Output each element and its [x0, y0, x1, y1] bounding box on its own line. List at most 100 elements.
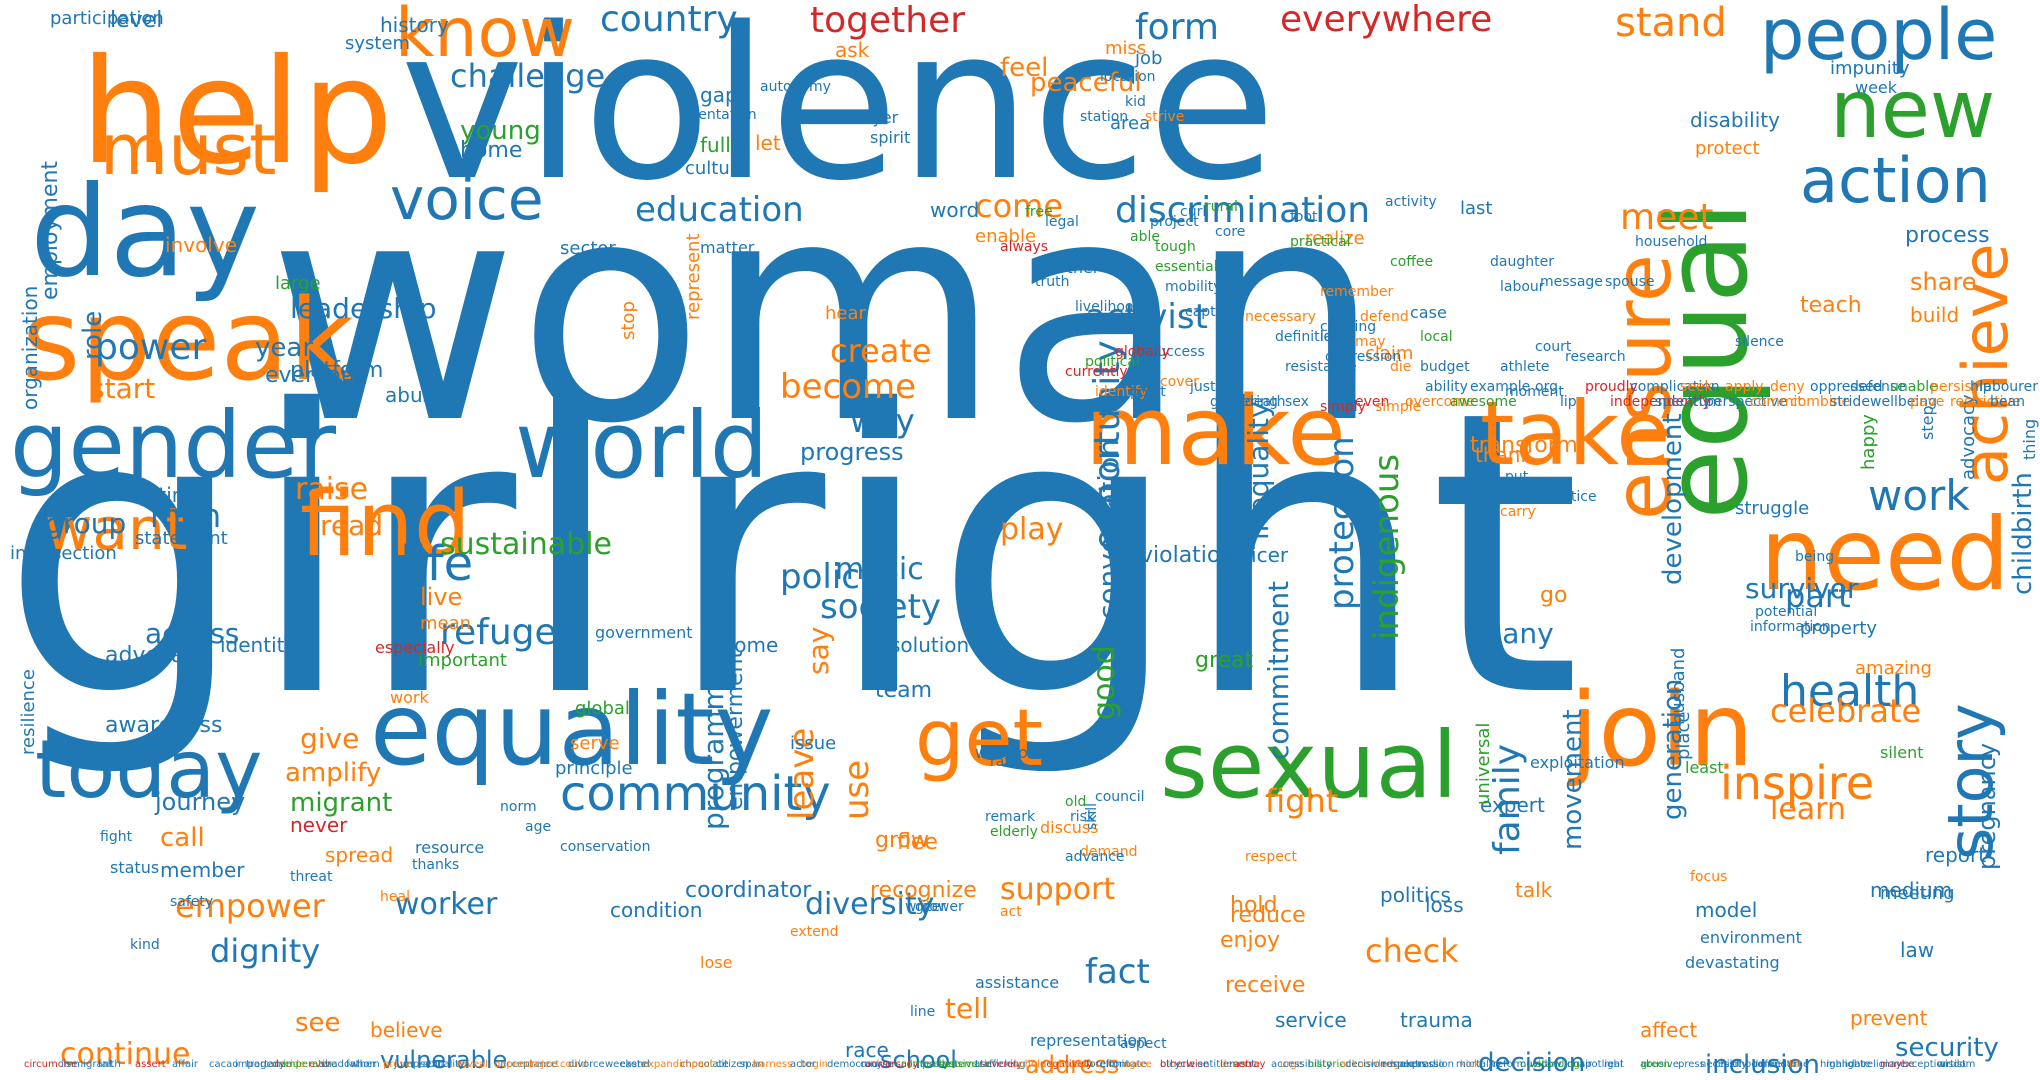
word-free: free — [1025, 204, 1053, 220]
word-citizen: citizen — [716, 1059, 749, 1070]
word-chair: chair — [1567, 1059, 1592, 1070]
word-line: line — [910, 1004, 936, 1020]
word-act: act — [1000, 904, 1022, 920]
word-movement: movement — [1558, 709, 1588, 850]
word-go: go — [1540, 583, 1568, 608]
word-employment: employment — [38, 160, 63, 300]
word-radio: radio — [1419, 1059, 1445, 1070]
word-extend: extend — [790, 924, 839, 940]
word-comprehensive: comprehensive — [901, 1059, 978, 1070]
word-activist: activist — [1085, 297, 1208, 337]
word-inequality: inequality — [1242, 401, 1275, 540]
word-uphold: uphold — [1012, 1059, 1047, 1070]
word-always: always — [1000, 239, 1049, 255]
word-milestone: milestone — [1760, 1059, 1810, 1070]
word-politics: politics — [1380, 883, 1451, 907]
word-partner: partner — [1040, 258, 1100, 277]
word-let: let — [755, 131, 781, 155]
word-green: green — [1641, 1059, 1670, 1070]
word-diversity: diversity — [805, 887, 935, 922]
word-even: even — [1355, 394, 1390, 410]
word-loss: loss — [1425, 893, 1464, 917]
word-span: span — [740, 1059, 765, 1070]
word-today: today — [35, 723, 263, 816]
word-country: country — [600, 0, 738, 40]
word-actor: actor — [790, 1059, 816, 1070]
word-decision: decision — [1478, 1048, 1586, 1078]
word-participation: participation — [50, 8, 164, 29]
word-system: system — [345, 33, 411, 54]
word-project: project — [1150, 214, 1199, 230]
word-aspect: aspect — [1120, 1036, 1167, 1052]
word-exploitation: exploitation — [1530, 753, 1625, 772]
word-husband: husband — [1668, 647, 1689, 725]
word-form: form — [1135, 7, 1219, 48]
word-discuss: discuss — [1040, 818, 1099, 837]
word-represent: represent — [683, 233, 704, 320]
word-strive: strive — [1145, 109, 1185, 125]
word-respect: respect — [1382, 1059, 1420, 1070]
word-especially: especially — [375, 638, 455, 657]
word-miss: miss — [1105, 38, 1147, 59]
word-station: station — [1080, 109, 1129, 125]
word-continue: continue — [60, 1037, 191, 1072]
word-expand: expand — [642, 1059, 680, 1070]
word-could: could — [560, 1059, 588, 1070]
word-officer: officer — [1225, 543, 1289, 567]
word-divorce: divorce — [568, 1059, 605, 1070]
word-survivor: survivor — [1745, 572, 1859, 605]
word-research: research — [1565, 349, 1626, 365]
word-read: read — [320, 509, 384, 542]
word-urge: urge — [1280, 1059, 1303, 1070]
word-meet: meet — [1620, 197, 1714, 238]
word-job: job — [1135, 48, 1163, 69]
word-expression: expression — [1400, 1059, 1454, 1070]
word-everywhere: everywhere — [1280, 0, 1493, 40]
word-sustainable: sustainable — [440, 527, 612, 562]
word-bicycle: bicycle — [1160, 1059, 1195, 1070]
word-know: know — [395, 0, 575, 73]
word-foot: foot — [1290, 209, 1318, 225]
word-join: join — [1570, 671, 1754, 790]
word-amplify: amplify — [285, 758, 382, 788]
word-spirit: spirit — [870, 128, 911, 147]
word-being: being — [1795, 549, 1835, 565]
word-universally: universally — [864, 1059, 919, 1070]
word-kick: kick — [1460, 1059, 1480, 1070]
word-ability: ability — [1425, 379, 1468, 395]
word-spread: spread — [325, 843, 394, 867]
word-entitlement: entitlement — [1197, 1059, 1256, 1070]
word-labourer: labourer — [1979, 379, 2038, 395]
word-find: find — [300, 472, 471, 577]
word-captain: captain — [1185, 304, 1237, 320]
word-kind: kind — [130, 937, 160, 953]
word-demand: demand — [1080, 844, 1138, 860]
word-race: race — [845, 1038, 889, 1062]
word-mobility: mobility — [1165, 279, 1222, 295]
word-conversation: conversation — [1092, 439, 1125, 620]
word-statement: statement — [135, 528, 228, 549]
word-young: young — [460, 116, 541, 146]
word-outstanding: outstanding — [1520, 1059, 1580, 1070]
word-example: example — [1470, 379, 1531, 395]
word-age: age — [525, 819, 552, 835]
word-assert: assert — [135, 1059, 166, 1070]
word-recognize: recognize — [870, 878, 977, 903]
word-impact: impact — [679, 1059, 714, 1070]
word-commit: commit — [1750, 394, 1803, 410]
word-accessibility: accessibility — [1271, 1059, 1332, 1070]
word-resilience: resilience — [18, 669, 39, 755]
word-empower: empower — [175, 887, 325, 925]
word-lip: lip — [1560, 394, 1577, 410]
word-level: level — [110, 8, 163, 33]
word-fact: fact — [1085, 952, 1150, 992]
word-share: share — [1910, 268, 1977, 296]
word-die: die — [1390, 359, 1412, 375]
word-area: area — [1110, 113, 1151, 134]
word-work: work — [1868, 471, 1970, 520]
word-must: must — [100, 109, 277, 191]
word-equality: equality — [370, 671, 774, 788]
word-mean: mean — [420, 613, 472, 634]
word-message: message — [1540, 274, 1603, 290]
